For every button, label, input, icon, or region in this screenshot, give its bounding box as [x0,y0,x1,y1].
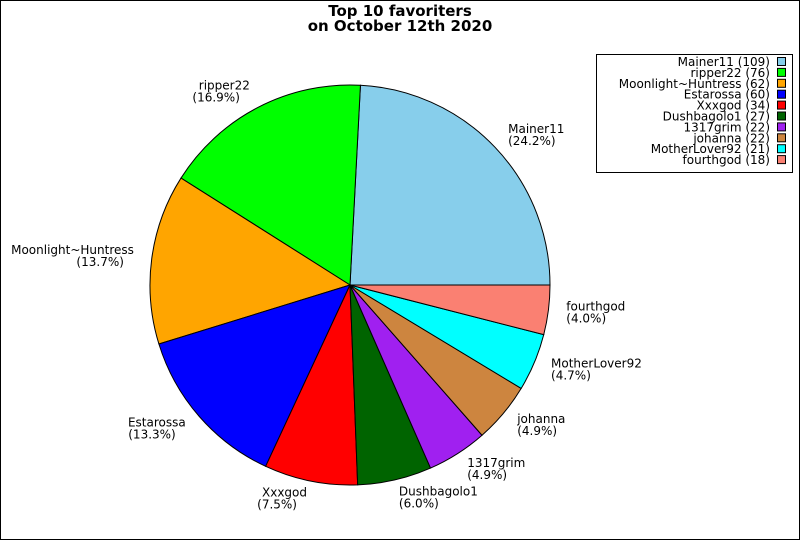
pie-slice-mainer11 [349,84,551,286]
slice-label: Moonlight~Huntress [11,243,134,257]
legend-box [596,54,793,173]
legend-swatch [777,133,786,143]
slice-label: Dushbagolo1 [399,484,478,498]
slice-percent: (16.9%) [192,90,239,104]
legend-entry: ripper22 (76) [690,66,770,80]
slice-label: MotherLover92 [551,356,642,370]
chart-title-line1: Top 10 favoriters [328,2,472,20]
legend-swatch [777,111,786,121]
legend-entry: Estarossa (60) [684,88,770,102]
slice-percent: (13.3%) [128,427,175,441]
pie-slice-fourthgod [349,284,551,336]
slice-percent: (4.9%) [517,424,557,438]
slice-label: johanna [516,412,565,426]
slice-label: Xxxgod [262,486,307,500]
legend-swatch [777,155,786,165]
legend-entry: fourthgod (18) [683,153,770,167]
slice-percent: (4.9%) [467,468,507,482]
slice-label: ripper22 [199,78,250,92]
legend-entry: 1317grim (22) [683,120,770,134]
chart-title-line2: on October 12th 2020 [308,17,493,35]
legend: Mainer11 (109)ripper22 (76)Moonlight~Hun… [596,54,793,173]
pie-slice-estarossa [158,284,351,468]
slice-label: 1317grim [467,456,525,470]
legend-entry: Mainer11 (109) [678,55,770,69]
legend-entry: johanna (22) [692,131,770,145]
slice-label: Estarossa [128,415,186,429]
pie-slice-xxxgod [264,284,359,486]
slice-percent: (24.2%) [508,134,555,148]
slice-percent: (6.0%) [399,496,439,510]
legend-swatch [777,57,786,66]
legend-swatch [777,100,786,110]
slice-percent: (13.7%) [76,255,123,269]
slice-label: fourthgod [566,299,625,313]
legend-entry: Dushbagolo1 (27) [663,110,770,124]
slice-label: Mainer11 [508,122,564,136]
legend-swatch [777,89,786,99]
slice-percent: (4.0%) [566,311,606,325]
slice-percent: (7.5%) [257,498,297,512]
pie-slice-moonlight-huntress [149,177,352,345]
pie-slice-ripper22 [180,84,361,286]
legend-swatch [777,67,786,77]
legend-swatch [777,144,786,154]
legend-swatch [777,78,786,88]
legend-entry: Moonlight~Huntress (62) [619,77,770,91]
slice-percent: (4.7%) [551,368,591,382]
legend-entry: Xxxgod (34) [697,99,770,113]
legend-entry: MotherLover92 (21) [651,142,770,156]
legend-swatch [777,122,786,132]
